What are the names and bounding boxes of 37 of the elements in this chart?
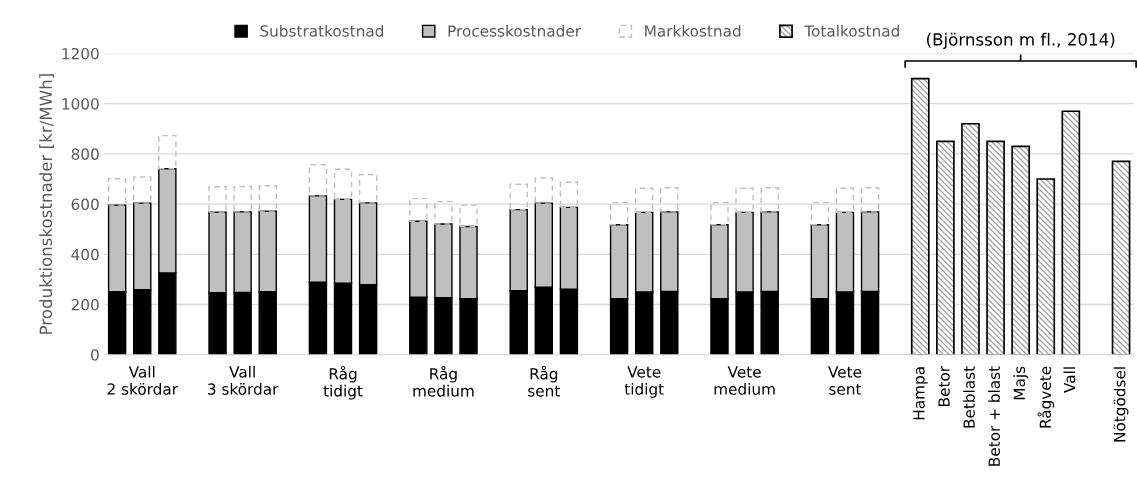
x-tick-label: Råg sent bbox=[528, 365, 560, 397]
x-tick-label: Majs bbox=[1013, 366, 1029, 400]
bar bbox=[1011, 145, 1031, 355]
x-tick-label: Nötgödsel bbox=[1113, 367, 1129, 442]
legend-label: Totalkostnad bbox=[804, 24, 899, 37]
legend-label: Processkostnader bbox=[448, 24, 582, 37]
x-tick-label: Vete medium bbox=[714, 366, 775, 395]
x-tick-label: Vete tidigt bbox=[624, 366, 664, 398]
text: (Björnsson m fl., 2014) bbox=[927, 32, 1115, 49]
y-tick-label: 1200 bbox=[62, 47, 99, 60]
bar bbox=[961, 122, 980, 355]
bar bbox=[1061, 110, 1081, 355]
x-tick-label: Vall 3 skördar bbox=[208, 365, 279, 395]
y-tick-label: 600 bbox=[71, 198, 99, 211]
y-tick-label: 0 bbox=[91, 349, 99, 361]
legend-label: Markkostnad bbox=[645, 24, 741, 37]
y-tick-label: 200 bbox=[71, 299, 99, 311]
y-tick-label: 400 bbox=[71, 248, 99, 261]
bar bbox=[910, 77, 930, 355]
x-tick-label: Hampa bbox=[913, 367, 928, 420]
y-tick-label: 1000 bbox=[62, 98, 99, 110]
y-axis-title: Produktionskostnader [kr/MWh] bbox=[39, 74, 55, 334]
x-tick-label: Vall 2 skördar bbox=[107, 365, 179, 395]
x-tick-label: Råg medium bbox=[413, 365, 474, 397]
x-tick-label: Betor bbox=[938, 365, 950, 406]
bar bbox=[1036, 178, 1056, 355]
bar bbox=[935, 140, 955, 355]
legend-label: Substratkostnad bbox=[260, 24, 384, 37]
x-tick-label: Betor + blast bbox=[988, 366, 1000, 466]
x-tick-label: Rågvete bbox=[1037, 366, 1055, 428]
x-tick-label: Betblast bbox=[963, 366, 975, 428]
y-tick-label: 800 bbox=[71, 148, 99, 160]
x-tick-label: Vall bbox=[1063, 367, 1076, 393]
x-tick-label: Råg tidigt bbox=[323, 365, 363, 400]
bar bbox=[986, 140, 1005, 355]
x-tick-label: Vete sent bbox=[828, 366, 862, 395]
bar bbox=[1111, 160, 1131, 355]
